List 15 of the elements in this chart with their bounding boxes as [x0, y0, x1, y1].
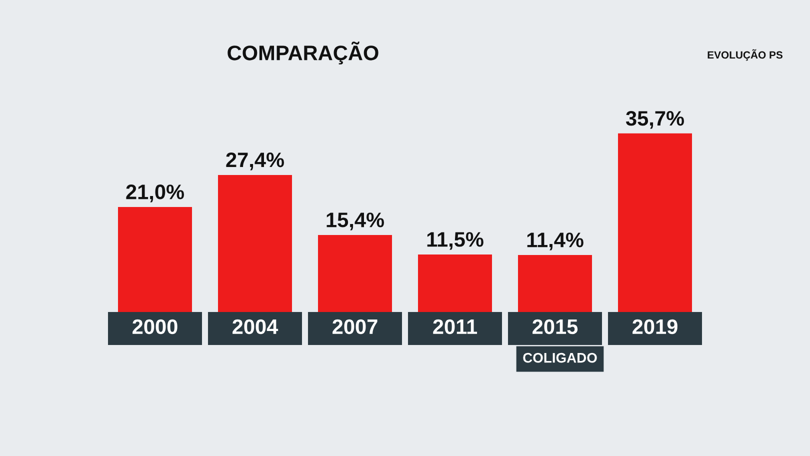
x-tick-label: 2011	[433, 319, 478, 334]
text: EVOLUÇÃO PS	[708, 49, 783, 61]
x-tick-label: 2004	[232, 319, 278, 334]
x-tick-label: 2007	[332, 319, 378, 334]
x-tick-label: 2019	[632, 319, 678, 334]
data-label: 35,7%	[626, 110, 684, 129]
data-label: 15,4%	[326, 212, 384, 230]
data-label: 21,0%	[126, 184, 184, 202]
text: COLIGADO	[523, 352, 597, 363]
x-tick-label: 2015	[532, 319, 578, 334]
data-label: 11,4%	[527, 232, 584, 250]
data-label: 11,5%	[427, 232, 484, 250]
x-tick-label: 2000	[132, 319, 178, 334]
data-label: 27,4%	[226, 152, 284, 170]
chart-title: COMPARAÇÃO	[228, 42, 378, 64]
